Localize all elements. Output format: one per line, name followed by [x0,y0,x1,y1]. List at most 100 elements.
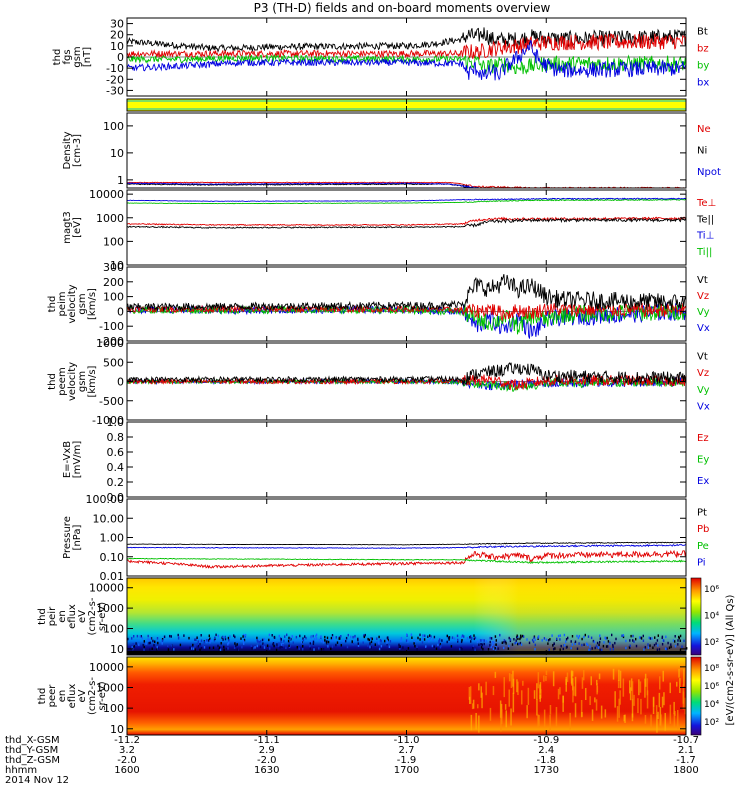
spectrogram-pixel [679,678,681,693]
spectrogram-pixel [485,681,487,696]
y-axis-label: eflux [67,684,78,709]
series-line-Ti|| [126,198,686,205]
spectrogram-pixel [169,634,171,638]
spectrogram-pixel [589,648,591,651]
spectrogram-pixel [208,639,210,642]
panel-4: 300 200 1000 -100 -200 thd peim velocity gsm [km/… [47,261,710,348]
spectrogram-pixel [562,695,564,712]
spectrogram-pixel [503,639,506,642]
spectrogram-pixel [145,642,147,645]
spectrogram-pixel [604,636,606,640]
spectrogram-pixel [665,635,667,639]
spectrogram-pixel [421,641,424,644]
spectrogram-pixel [345,636,348,640]
spectrogram-pixel [557,634,560,638]
legend-entry: Ti⊥ [696,231,714,242]
spectrogram-pixel [656,714,658,733]
spectrogram-pixel [422,634,424,637]
spectrogram-pixel [545,670,548,676]
spectrogram-pixel [374,643,376,646]
spectrogram-pixel [677,643,679,646]
spectrogram-pixel [548,648,550,651]
spectrogram-pixel [573,686,575,696]
legend-entry: Npot [697,167,721,178]
legend-entry: Vt [697,351,708,362]
spectrogram-pixel [657,634,659,637]
spectrogram-pixel [590,636,593,640]
spectrogram-pixel [460,646,462,650]
spectrogram-pixel [503,641,505,644]
spectrogram-pixel [652,697,655,714]
legend-entry: Ti|| [696,247,712,258]
spectrogram-pixel [283,639,285,643]
spectrogram-pixel [339,637,341,640]
spectrogram-pixel [357,638,359,642]
legend-entry: Ey [697,455,709,466]
spectrogram-pixel [534,638,536,641]
spectrogram-pixel [512,692,515,713]
spectrogram-pixel [203,641,205,644]
spectrogram-pixel [213,639,216,642]
spectrogram-pixel [485,640,488,643]
spectrogram-pixel [324,635,326,639]
spectrogram-pixel [240,637,242,640]
spectrogram-pixel [639,681,642,693]
spectrogram-pixel [197,645,199,648]
spectrogram-pixel [150,637,153,640]
spectrogram-pixel [652,646,654,649]
spectrogram-pixel [508,673,511,682]
spectrogram-pixel [448,636,451,639]
spectrogram-pixel [647,646,649,649]
spectrogram-pixel [281,645,283,649]
colorbar-tick: 10⁸ [704,664,719,674]
spectrogram-pixel [497,647,499,650]
spectrogram-pixel [261,638,264,642]
y-tick-label: 30 [110,18,124,31]
spectrogram-pixel [632,639,634,642]
spectrogram-pixel [661,696,664,708]
y-tick-label: 1 [117,174,124,187]
spectrogram-pixel [593,640,595,644]
spectrogram-pixel [560,644,562,648]
colorbar-label: [eV/(cm2-s-sr-eV)] (All Qs) [725,594,736,725]
x-row-value: 2.7 [399,745,415,756]
spectrogram-pixel [153,644,155,647]
y-tick-label: 1.00 [100,532,125,545]
panel-frame [126,266,687,342]
spectrogram-pixel [295,635,298,639]
spectrogram-pixel [417,636,419,640]
legend-entry: Pe [697,541,709,552]
spectrogram-pixel [656,639,659,642]
spectrogram-pixel [565,640,567,643]
spectrogram-pixel [649,637,652,640]
y-axis-label: gsm [72,46,83,67]
spectrogram-pixel [236,643,238,646]
spectrogram-pixel [177,637,180,640]
legend-entry: Vy [697,385,710,396]
spectrogram-pixel [481,639,484,642]
spectrogram-pixel [482,647,484,651]
spectrogram-pixel [471,703,474,710]
spectrogram-pixel [603,641,605,644]
date-label: 2014 Nov 12 [5,775,69,786]
spectrogram-pixel [480,686,482,698]
spectrogram-pixel [501,709,503,725]
spectrogram-pixel [572,682,574,703]
y-axis-label: thd [37,608,48,625]
spectrogram-pixel [583,643,585,646]
spectrogram-pixel [543,675,545,682]
series-line-Vz [126,302,687,322]
spectrogram-pixel [149,648,151,651]
spectrogram-pixel [389,640,392,643]
spectrogram-pixel [268,638,270,642]
spectrogram-pixel [135,642,137,645]
spectrogram-pixel [411,636,413,639]
spectrogram-pixel [279,646,281,649]
spectrogram-pixel [489,636,491,640]
series-line-bx [126,40,687,81]
spectrogram-pixel [429,634,431,637]
spectrogram-pixel [555,707,558,727]
spectrogram-pixel [549,638,551,641]
spectrogram-pixel [173,648,175,651]
